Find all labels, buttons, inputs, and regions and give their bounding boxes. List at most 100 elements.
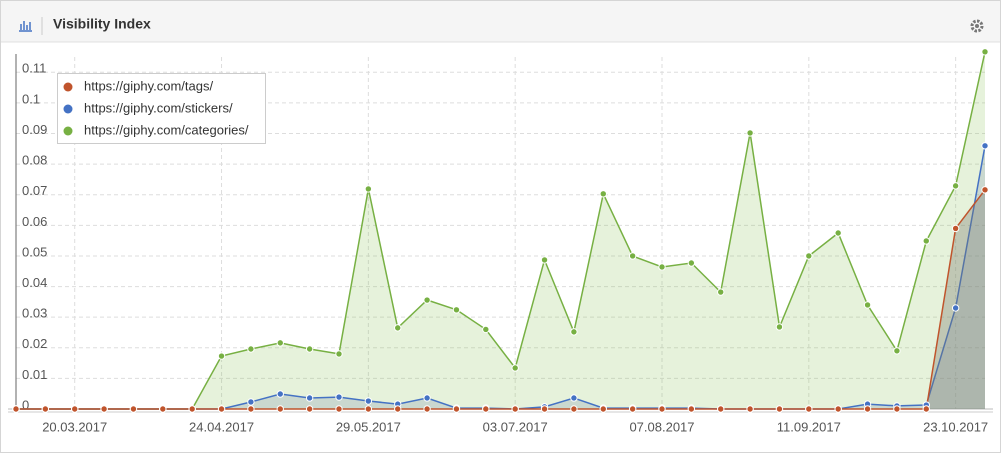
x-tick-label: 29.05.2017: [336, 419, 401, 434]
data-point: [276, 405, 284, 413]
data-point: [364, 185, 373, 193]
data-point: [71, 405, 79, 413]
data-point: [305, 405, 314, 413]
legend-marker: [63, 104, 73, 114]
series-area: [16, 51, 985, 410]
y-tick-label: 0.08: [22, 153, 47, 168]
data-point: [717, 288, 725, 296]
data-point: [775, 323, 784, 331]
chart-title: Visibility Index: [53, 16, 151, 32]
data-point: [658, 263, 666, 271]
data-point: [511, 364, 519, 372]
data-point: [775, 405, 784, 413]
data-point: [335, 393, 343, 401]
legend-marker: [63, 126, 73, 136]
data-point: [482, 405, 490, 413]
data-point: [981, 48, 989, 56]
data-point: [423, 296, 431, 304]
y-tick-label: 0.11: [22, 61, 46, 76]
data-point: [364, 405, 373, 413]
data-point: [452, 405, 461, 413]
data-point: [188, 405, 196, 413]
x-tick-label: 11.09.2017: [777, 419, 841, 434]
data-point: [129, 405, 138, 413]
data-point: [717, 405, 725, 413]
data-point: [951, 224, 960, 233]
y-tick-label: 0.09: [22, 122, 47, 137]
data-point: [599, 405, 607, 413]
data-point: [100, 405, 108, 413]
data-point: [599, 190, 607, 198]
data-point: [746, 129, 754, 137]
chart-icon: [19, 21, 32, 32]
data-point: [951, 182, 960, 190]
data-point: [247, 398, 255, 406]
data-point: [394, 324, 402, 332]
data-point: [805, 252, 813, 260]
x-tick-label: 24.04.2017: [189, 419, 254, 434]
data-point: [482, 325, 490, 334]
y-tick-label: 0.07: [22, 183, 47, 198]
y-tick-label: 0.06: [22, 214, 47, 229]
y-tick-label: 0.02: [22, 336, 47, 351]
data-point: [951, 304, 960, 312]
data-point: [12, 405, 20, 413]
x-tick-label: 20.03.2017: [42, 419, 107, 434]
data-point: [658, 405, 666, 413]
data-point: [335, 405, 343, 413]
x-tick-label: 23.10.2017: [923, 419, 988, 434]
data-point: [863, 405, 872, 413]
data-point: [217, 405, 226, 413]
data-point: [981, 186, 989, 194]
data-point: [893, 347, 901, 355]
data-point: [687, 405, 696, 413]
data-point: [276, 390, 284, 398]
legend-label: https://giphy.com/tags/: [84, 78, 213, 93]
data-point: [305, 394, 314, 402]
data-point: [540, 405, 549, 413]
data-point: [922, 405, 930, 413]
legend-label: https://giphy.com/categories/: [84, 122, 249, 137]
data-point: [305, 345, 314, 353]
data-point: [423, 405, 431, 413]
series-line: [16, 189, 986, 410]
data-point: [364, 397, 373, 405]
data-point: [217, 352, 226, 360]
data-point: [570, 394, 578, 402]
data-point: [540, 256, 549, 264]
data-point: [628, 252, 637, 260]
data-point: [834, 405, 842, 413]
data-point: [570, 405, 578, 413]
y-tick-label: 0: [22, 397, 29, 412]
data-point: [335, 350, 343, 358]
data-point: [247, 345, 255, 353]
data-point: [922, 237, 930, 245]
y-tick-label: 0.03: [22, 306, 47, 321]
legend-marker: [63, 82, 73, 92]
data-point: [805, 405, 813, 413]
x-tick-label: 07.08.2017: [629, 419, 694, 434]
header: [1, 1, 1000, 42]
data-point: [893, 405, 901, 413]
data-point: [423, 394, 431, 402]
y-tick-label: 0.1: [22, 91, 40, 106]
x-tick-label: 03.07.2017: [483, 419, 548, 434]
legend: https://giphy.com/tags/https://giphy.com…: [57, 73, 266, 144]
data-point: [394, 405, 402, 413]
data-point: [834, 229, 842, 237]
data-point: [276, 339, 284, 347]
data-point: [628, 405, 637, 413]
data-point: [570, 328, 578, 336]
y-tick-label: 0.05: [22, 244, 47, 259]
legend-box: [57, 73, 266, 144]
data-point: [511, 405, 519, 413]
data-point: [41, 405, 50, 413]
legend-label: https://giphy.com/stickers/: [84, 100, 233, 115]
data-point: [981, 142, 989, 150]
y-tick-label: 0.04: [22, 275, 47, 290]
settings-icon[interactable]: [970, 19, 984, 33]
data-point: [746, 405, 754, 413]
y-tick-label: 0.01: [22, 367, 47, 382]
data-point: [247, 405, 255, 413]
